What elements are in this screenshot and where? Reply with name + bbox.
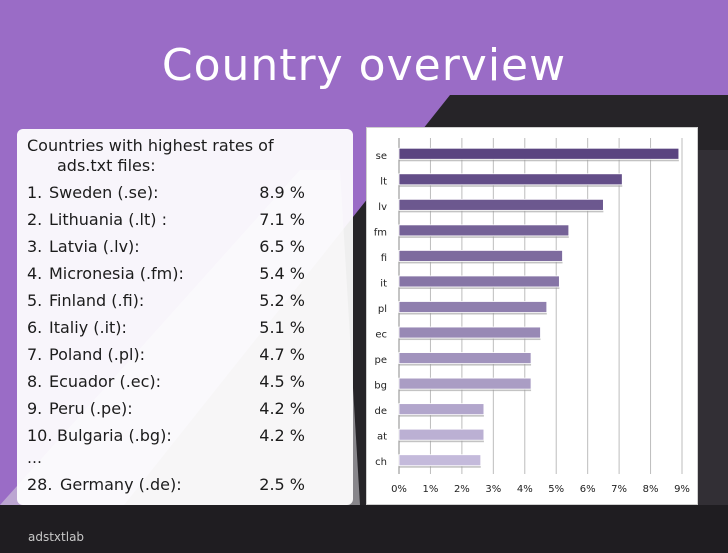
bar	[398, 275, 560, 288]
list-item-percent: 4.7 %	[259, 345, 305, 364]
x-tick-label: 9%	[674, 484, 690, 495]
y-category-label: se	[376, 151, 387, 162]
list-item-rank: 10.	[27, 426, 53, 445]
list-item-rank: 6.	[27, 318, 43, 337]
list-item-rank: 1.	[27, 183, 43, 202]
list-item-percent: 2.5 %	[259, 475, 305, 494]
list-item: 1. Sweden (.se): 8.9 %	[27, 179, 343, 206]
x-tick-label: 4%	[517, 484, 533, 495]
list-item-percent: 8.9 %	[259, 183, 305, 202]
list-item-country: Ecuador (.ec):	[49, 372, 162, 391]
list-item-rank: 9.	[27, 399, 43, 418]
y-category-label: ch	[375, 457, 387, 468]
list-item-rank: 8.	[27, 372, 43, 391]
x-tick-label: 3%	[485, 484, 501, 495]
bar	[398, 173, 623, 186]
bar	[398, 250, 563, 262]
list-item-country: Italiy (.it):	[49, 318, 127, 337]
list-item-rank: 2.	[27, 210, 43, 229]
y-category-label: fi	[381, 253, 387, 264]
bar-chart: 0% 1% 2% 3% 4% 5% 6% 7% 8% 9% se lt lv fm fi it pl ec pe bg…	[374, 138, 690, 495]
list-heading: Countries with highest rates of ads.txt …	[27, 136, 343, 176]
footer-logo: adstxtlab	[28, 530, 85, 544]
list-item-country: Poland (.pl):	[49, 345, 146, 364]
y-category-label: de	[375, 406, 388, 417]
x-tick-label: 0%	[391, 484, 407, 495]
y-category-label: lt	[380, 176, 387, 187]
x-tick-label: 6%	[580, 484, 596, 495]
bar	[398, 403, 485, 416]
list-heading-line1: Countries with highest rates of	[27, 136, 274, 155]
list-item-country: Peru (.pe):	[49, 399, 133, 418]
list-item-percent: 4.2 %	[259, 399, 305, 418]
list-item-country: Finland (.fi):	[49, 291, 145, 310]
x-tick-label: 8%	[643, 484, 659, 495]
list-item-country: Germany (.de):	[60, 475, 182, 494]
bar	[398, 454, 482, 467]
y-category-label: at	[377, 432, 387, 443]
bar	[398, 224, 570, 237]
list-item: 8. Ecuador (.ec): 4.5 %	[27, 368, 343, 395]
bar	[398, 198, 604, 211]
country-list-panel: Countries with highest rates of ads.txt …	[17, 129, 353, 505]
x-tick-label: 1%	[423, 484, 439, 495]
bar	[398, 326, 541, 339]
y-category-label: bg	[374, 381, 387, 392]
chart-panel: 0% 1% 2% 3% 4% 5% 6% 7% 8% 9% se lt lv fm fi it pl ec pe bg…	[366, 127, 698, 505]
list-heading-line2: ads.txt files:	[57, 156, 156, 175]
y-category-label: fm	[374, 227, 387, 238]
list-item: 2. Lithuania (.lt) : 7.1 %	[27, 206, 343, 233]
list-item-country: Sweden (.se):	[49, 183, 159, 202]
x-tick-label: 2%	[454, 484, 470, 495]
y-category-label: pe	[375, 355, 388, 366]
bar	[398, 377, 532, 390]
slide-title: Country overview	[161, 40, 567, 91]
y-category-label: lv	[378, 202, 387, 213]
x-tick-label: 5%	[548, 484, 564, 495]
list-item: 3. Latvia (.lv): 6.5 %	[27, 233, 343, 260]
list-item: 7. Poland (.pl): 4.7 %	[27, 341, 343, 368]
list-item: 6. Italiy (.it): 5.1 %	[27, 314, 343, 341]
list-item-country: Bulgaria (.bg):	[57, 426, 172, 445]
list-item-percent: 5.1 %	[259, 318, 305, 337]
list-item: 9. Peru (.pe): 4.2 %	[27, 395, 343, 422]
bar	[398, 428, 485, 441]
list-item-percent: 7.1 %	[259, 210, 305, 229]
list-item-rank: 3.	[27, 237, 43, 256]
list-item: 4. Micronesia (.fm): 5.4 %	[27, 260, 343, 287]
list-item-percent: 5.2 %	[259, 291, 305, 310]
x-tick-label: 7%	[611, 484, 627, 495]
list-item-percent: 4.5 %	[259, 372, 305, 391]
y-category-label: pl	[378, 304, 387, 315]
list-item-percent: 6.5 %	[259, 237, 305, 256]
list-item-rank: 7.	[27, 345, 43, 364]
y-category-label: it	[380, 278, 387, 289]
list-item-percent: 5.4 %	[259, 264, 305, 283]
bar	[398, 301, 548, 313]
y-category-label: ec	[375, 330, 387, 341]
list-ellipsis: …	[27, 449, 42, 467]
list-item-percent: 4.2 %	[259, 426, 305, 445]
list-item: 10. Bulgaria (.bg): 4.2 %	[27, 422, 343, 449]
list-item-country: Micronesia (.fm):	[49, 264, 184, 283]
bar	[398, 147, 680, 160]
list-item-last: 28. Germany (.de): 2.5 %	[27, 471, 343, 498]
list-item: 5. Finland (.fi): 5.2 %	[27, 287, 343, 314]
list-item-rank: 5.	[27, 291, 43, 310]
list-item-country: Latvia (.lv):	[49, 237, 140, 256]
list-item-country: Lithuania (.lt) :	[49, 210, 167, 229]
list-item-rank: 28.	[27, 475, 53, 494]
list-item-rank: 4.	[27, 264, 43, 283]
bar	[398, 352, 532, 364]
